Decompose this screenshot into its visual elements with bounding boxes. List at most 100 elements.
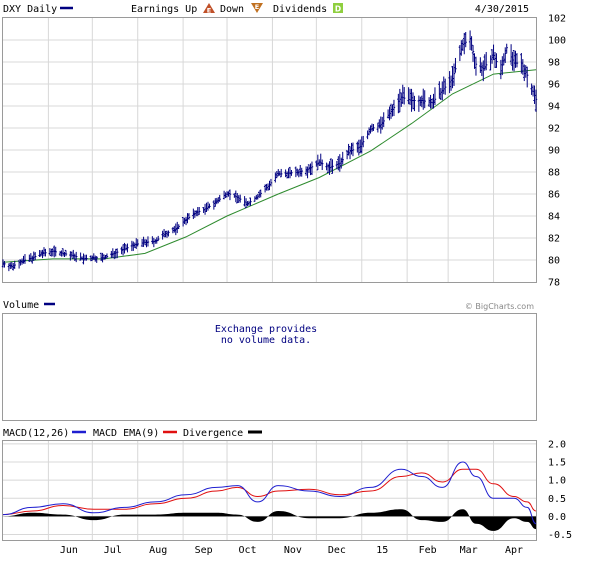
macd-y-tick-label: 1.0	[548, 476, 566, 487]
divergence-area	[3, 509, 536, 531]
price-bar	[495, 53, 498, 68]
price-bar	[54, 246, 57, 257]
earnings-down-icon: E	[251, 3, 263, 13]
price-bar	[403, 87, 406, 105]
divergence-label: Divergence	[183, 428, 243, 439]
x-tick-label: Sep	[195, 545, 213, 556]
price-bar	[75, 251, 78, 263]
price-bar	[198, 206, 201, 215]
price-y-tick-label: 98	[548, 58, 560, 69]
macd-y-tick-label: -0.5	[548, 530, 572, 541]
price-bar	[105, 253, 109, 259]
price-bar	[310, 161, 314, 176]
price-y-tick-label: 92	[548, 124, 560, 135]
price-bar	[444, 78, 447, 95]
price-y-axis: 78 80 82 84 86 88 90 92 94 96 98 100 102	[548, 14, 566, 289]
price-bar	[218, 194, 221, 202]
price-bar	[157, 235, 160, 242]
price-bar	[515, 53, 519, 68]
x-tick-label: Aug	[149, 545, 167, 556]
price-y-tick-label: 100	[548, 36, 566, 47]
price-bar	[13, 260, 16, 269]
x-axis: Jun Jul Aug Sep Oct Nov Dec 15 Feb Mar Apr	[60, 545, 523, 556]
macd-y-tick-label: 0.5	[548, 494, 566, 505]
price-bar	[485, 51, 488, 71]
price-bar	[44, 248, 47, 257]
bigcharts-credit: © BigCharts.com	[465, 302, 534, 311]
price-grid	[3, 18, 536, 282]
price-bar	[208, 203, 211, 209]
price-bar	[228, 189, 232, 201]
macd-y-tick-label: 1.5	[548, 458, 566, 469]
price-bar	[64, 249, 68, 257]
chart-date: 4/30/2015	[475, 4, 529, 15]
price-bar	[34, 252, 37, 261]
price-bar	[505, 43, 508, 54]
price-bars	[1, 30, 538, 272]
price-bar	[259, 189, 262, 198]
earnings-up-glyph: E	[207, 7, 211, 15]
earnings-down-label: Down	[220, 4, 244, 15]
price-bar	[146, 236, 150, 247]
price-bar	[290, 170, 293, 176]
price-y-tick-label: 102	[548, 14, 566, 25]
price-bar	[300, 167, 303, 177]
volume-panel	[2, 313, 537, 421]
price-bar	[341, 151, 344, 165]
price-bar	[136, 239, 139, 247]
price-bar	[126, 243, 129, 253]
macd-y-tick-label: 2.0	[548, 439, 566, 450]
dividends-label: Dividends	[273, 4, 327, 15]
price-bar	[474, 56, 478, 76]
no-volume-message-line1: Exchange provides	[215, 324, 317, 335]
price-bar	[177, 224, 180, 230]
macd-y-axis: -0.5 0.0 0.5 1.0 1.5 2.0	[548, 439, 572, 541]
price-y-tick-label: 78	[548, 278, 560, 289]
price-bar	[471, 45, 475, 62]
price-y-tick-label: 96	[548, 80, 560, 91]
price-bar	[3, 261, 6, 268]
price-bar	[362, 135, 365, 148]
x-tick-label: Nov	[284, 545, 302, 556]
no-volume-message-line2: no volume data.	[221, 335, 311, 346]
price-bar	[23, 254, 27, 264]
price-y-tick-label: 94	[548, 102, 560, 113]
x-tick-label: Dec	[328, 545, 346, 556]
price-bar	[392, 99, 396, 117]
price-bar	[249, 197, 252, 206]
price-y-tick-label: 90	[548, 146, 560, 157]
price-bar	[321, 159, 324, 171]
dividend-glyph: D	[335, 5, 341, 14]
price-bar	[372, 124, 375, 131]
earnings-down-glyph: E	[255, 3, 259, 11]
x-tick-label: Jun	[60, 545, 78, 556]
price-bar	[116, 248, 119, 259]
x-tick-label: 15	[376, 545, 388, 556]
price-bar	[413, 95, 416, 112]
price-bar	[280, 168, 283, 178]
x-tick-label: Feb	[419, 545, 437, 556]
price-bar	[167, 230, 170, 237]
ema-label: MACD EMA(9)	[93, 428, 159, 439]
price-bar	[464, 31, 467, 48]
price-y-tick-label: 82	[548, 234, 560, 245]
price-bar	[454, 57, 457, 73]
x-tick-label: Apr	[505, 545, 523, 556]
price-bar	[452, 63, 456, 87]
price-bar	[239, 194, 242, 203]
dividend-icon: D	[333, 3, 343, 14]
price-bar	[526, 66, 529, 88]
price-bar	[187, 213, 191, 220]
macd-panel	[2, 440, 537, 541]
price-bar	[269, 178, 273, 187]
price-bar	[534, 89, 538, 112]
earnings-up-icon: E	[203, 3, 215, 15]
macd-label: MACD(12,26)	[3, 428, 69, 439]
price-bar	[95, 256, 98, 263]
macd-grid	[3, 441, 536, 540]
ema-line	[2, 468, 537, 516]
x-tick-label: Jul	[104, 545, 122, 556]
macd-line	[2, 461, 537, 525]
price-bar	[433, 87, 437, 106]
